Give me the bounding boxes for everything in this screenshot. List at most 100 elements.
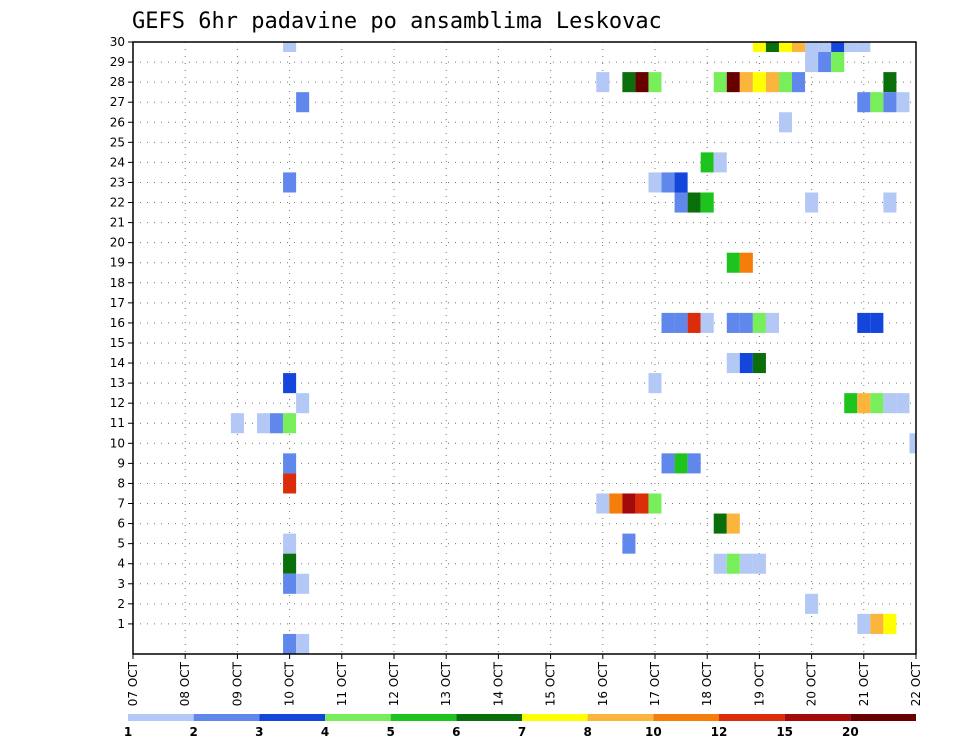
heatmap-cell xyxy=(870,613,884,634)
heatmap-cell xyxy=(765,72,779,93)
legend-swatch xyxy=(390,714,457,721)
heatmap-cell xyxy=(792,42,806,53)
x-tick-label: 07 OCT xyxy=(126,661,140,706)
legend-swatch xyxy=(850,714,916,721)
heatmap-cell xyxy=(296,573,310,594)
x-tick-label: 09 OCT xyxy=(230,661,244,706)
heatmap-cell xyxy=(700,152,714,173)
heatmap-cell xyxy=(765,312,779,333)
heatmap-cell xyxy=(687,312,701,333)
legend-swatch xyxy=(784,714,851,721)
y-tick-label: 3 xyxy=(117,577,125,591)
y-tick-label: 21 xyxy=(110,216,125,230)
x-tick-label: 13 OCT xyxy=(439,661,453,706)
heatmap-cell xyxy=(726,252,740,273)
y-tick-label: 9 xyxy=(117,456,125,470)
heatmap-cell xyxy=(805,192,819,213)
y-tick-label: 8 xyxy=(117,476,125,490)
heatmap-cell xyxy=(752,42,766,53)
y-tick-label: 15 xyxy=(110,336,125,350)
heatmap-cell xyxy=(674,172,688,193)
heatmap-cell xyxy=(818,42,832,53)
plot-frame xyxy=(132,41,917,655)
heatmap-cell xyxy=(674,453,688,474)
heatmap-cell xyxy=(805,593,819,614)
heatmap-cell xyxy=(283,453,297,474)
legend-label: 6 xyxy=(452,725,460,739)
heatmap-cell xyxy=(844,393,858,414)
heatmap-cell xyxy=(283,533,297,554)
y-tick-label: 2 xyxy=(117,597,125,611)
heatmap-cell xyxy=(283,42,297,53)
x-tick-label: 16 OCT xyxy=(596,661,610,706)
x-tick-label: 15 OCT xyxy=(544,661,558,706)
heatmap-cell xyxy=(818,52,832,73)
heatmap-cell xyxy=(296,393,310,414)
y-axis-ticks: 1234567891011121314151617181920212223242… xyxy=(110,35,133,631)
legend-label: 8 xyxy=(583,725,591,739)
heatmap-cell xyxy=(270,413,284,434)
heatmap-cell xyxy=(857,92,871,113)
heatmap-cell xyxy=(622,72,636,93)
heatmap-cell xyxy=(700,312,714,333)
heatmap-cell xyxy=(726,553,740,574)
heatmap-cell xyxy=(713,72,727,93)
heatmap-cell xyxy=(648,493,662,514)
heatmap-cells xyxy=(230,42,916,654)
x-tick-label: 11 OCT xyxy=(335,661,349,706)
heatmap-cell xyxy=(674,312,688,333)
color-legend: 1 2 3 4 5 6 7 8 10 12 15 20 xyxy=(124,714,916,739)
heatmap-cell xyxy=(857,613,871,634)
heatmap-cell xyxy=(883,613,897,634)
heatmap-cell xyxy=(752,553,766,574)
x-tick-label: 21 OCT xyxy=(857,661,871,706)
heatmap-cell xyxy=(674,192,688,213)
heatmap-cell xyxy=(296,633,310,654)
heatmap-cell xyxy=(909,433,916,454)
y-tick-label: 26 xyxy=(110,115,125,129)
heatmap-cell xyxy=(831,42,845,53)
heatmap-cell xyxy=(805,52,819,73)
heatmap-cell xyxy=(726,513,740,534)
x-axis-ticks: 07 OCT 08 OCT 09 OCT 10 OCT 11 OCT 12 OCT 13 O… xyxy=(126,654,923,706)
heatmap-cell xyxy=(778,72,793,93)
heatmap-cell xyxy=(896,393,910,414)
y-tick-label: 12 xyxy=(110,396,125,410)
heatmap-cell xyxy=(726,72,740,93)
grid-lines xyxy=(132,41,917,654)
legend-swatch xyxy=(193,714,260,721)
heatmap-cell xyxy=(283,172,297,193)
heatmap-cell xyxy=(256,413,271,434)
x-tick-label: 22 OCT xyxy=(909,661,923,706)
heatmap-cell xyxy=(622,533,636,554)
y-tick-label: 23 xyxy=(110,175,125,189)
heatmap-cell xyxy=(635,493,649,514)
y-tick-label: 14 xyxy=(110,356,125,370)
y-tick-label: 7 xyxy=(117,497,125,511)
legend-label: 7 xyxy=(518,725,526,739)
heatmap-cell xyxy=(726,312,740,333)
y-tick-label: 13 xyxy=(110,376,125,390)
legend-swatch xyxy=(522,714,588,721)
x-tick-label: 12 OCT xyxy=(387,661,401,706)
y-tick-label: 4 xyxy=(117,557,125,571)
heatmap-cell xyxy=(883,393,897,414)
legend-label: 15 xyxy=(776,725,793,739)
y-tick-label: 11 xyxy=(110,416,125,430)
x-tick-label: 18 OCT xyxy=(700,661,714,706)
legend-swatch xyxy=(128,714,194,721)
y-tick-label: 6 xyxy=(117,517,125,531)
heatmap-cell xyxy=(844,42,858,53)
y-tick-label: 30 xyxy=(110,35,125,49)
heatmap-cell xyxy=(752,312,766,333)
y-tick-label: 1 xyxy=(117,617,125,631)
legend-label: 10 xyxy=(645,725,662,739)
heatmap-cell xyxy=(661,453,675,474)
y-tick-label: 16 xyxy=(110,316,125,330)
x-tick-label: 20 OCT xyxy=(805,661,819,706)
heatmap-cell xyxy=(596,493,610,514)
legend-swatch xyxy=(653,714,719,721)
y-tick-label: 10 xyxy=(110,436,125,450)
heatmap-cell xyxy=(596,72,610,93)
